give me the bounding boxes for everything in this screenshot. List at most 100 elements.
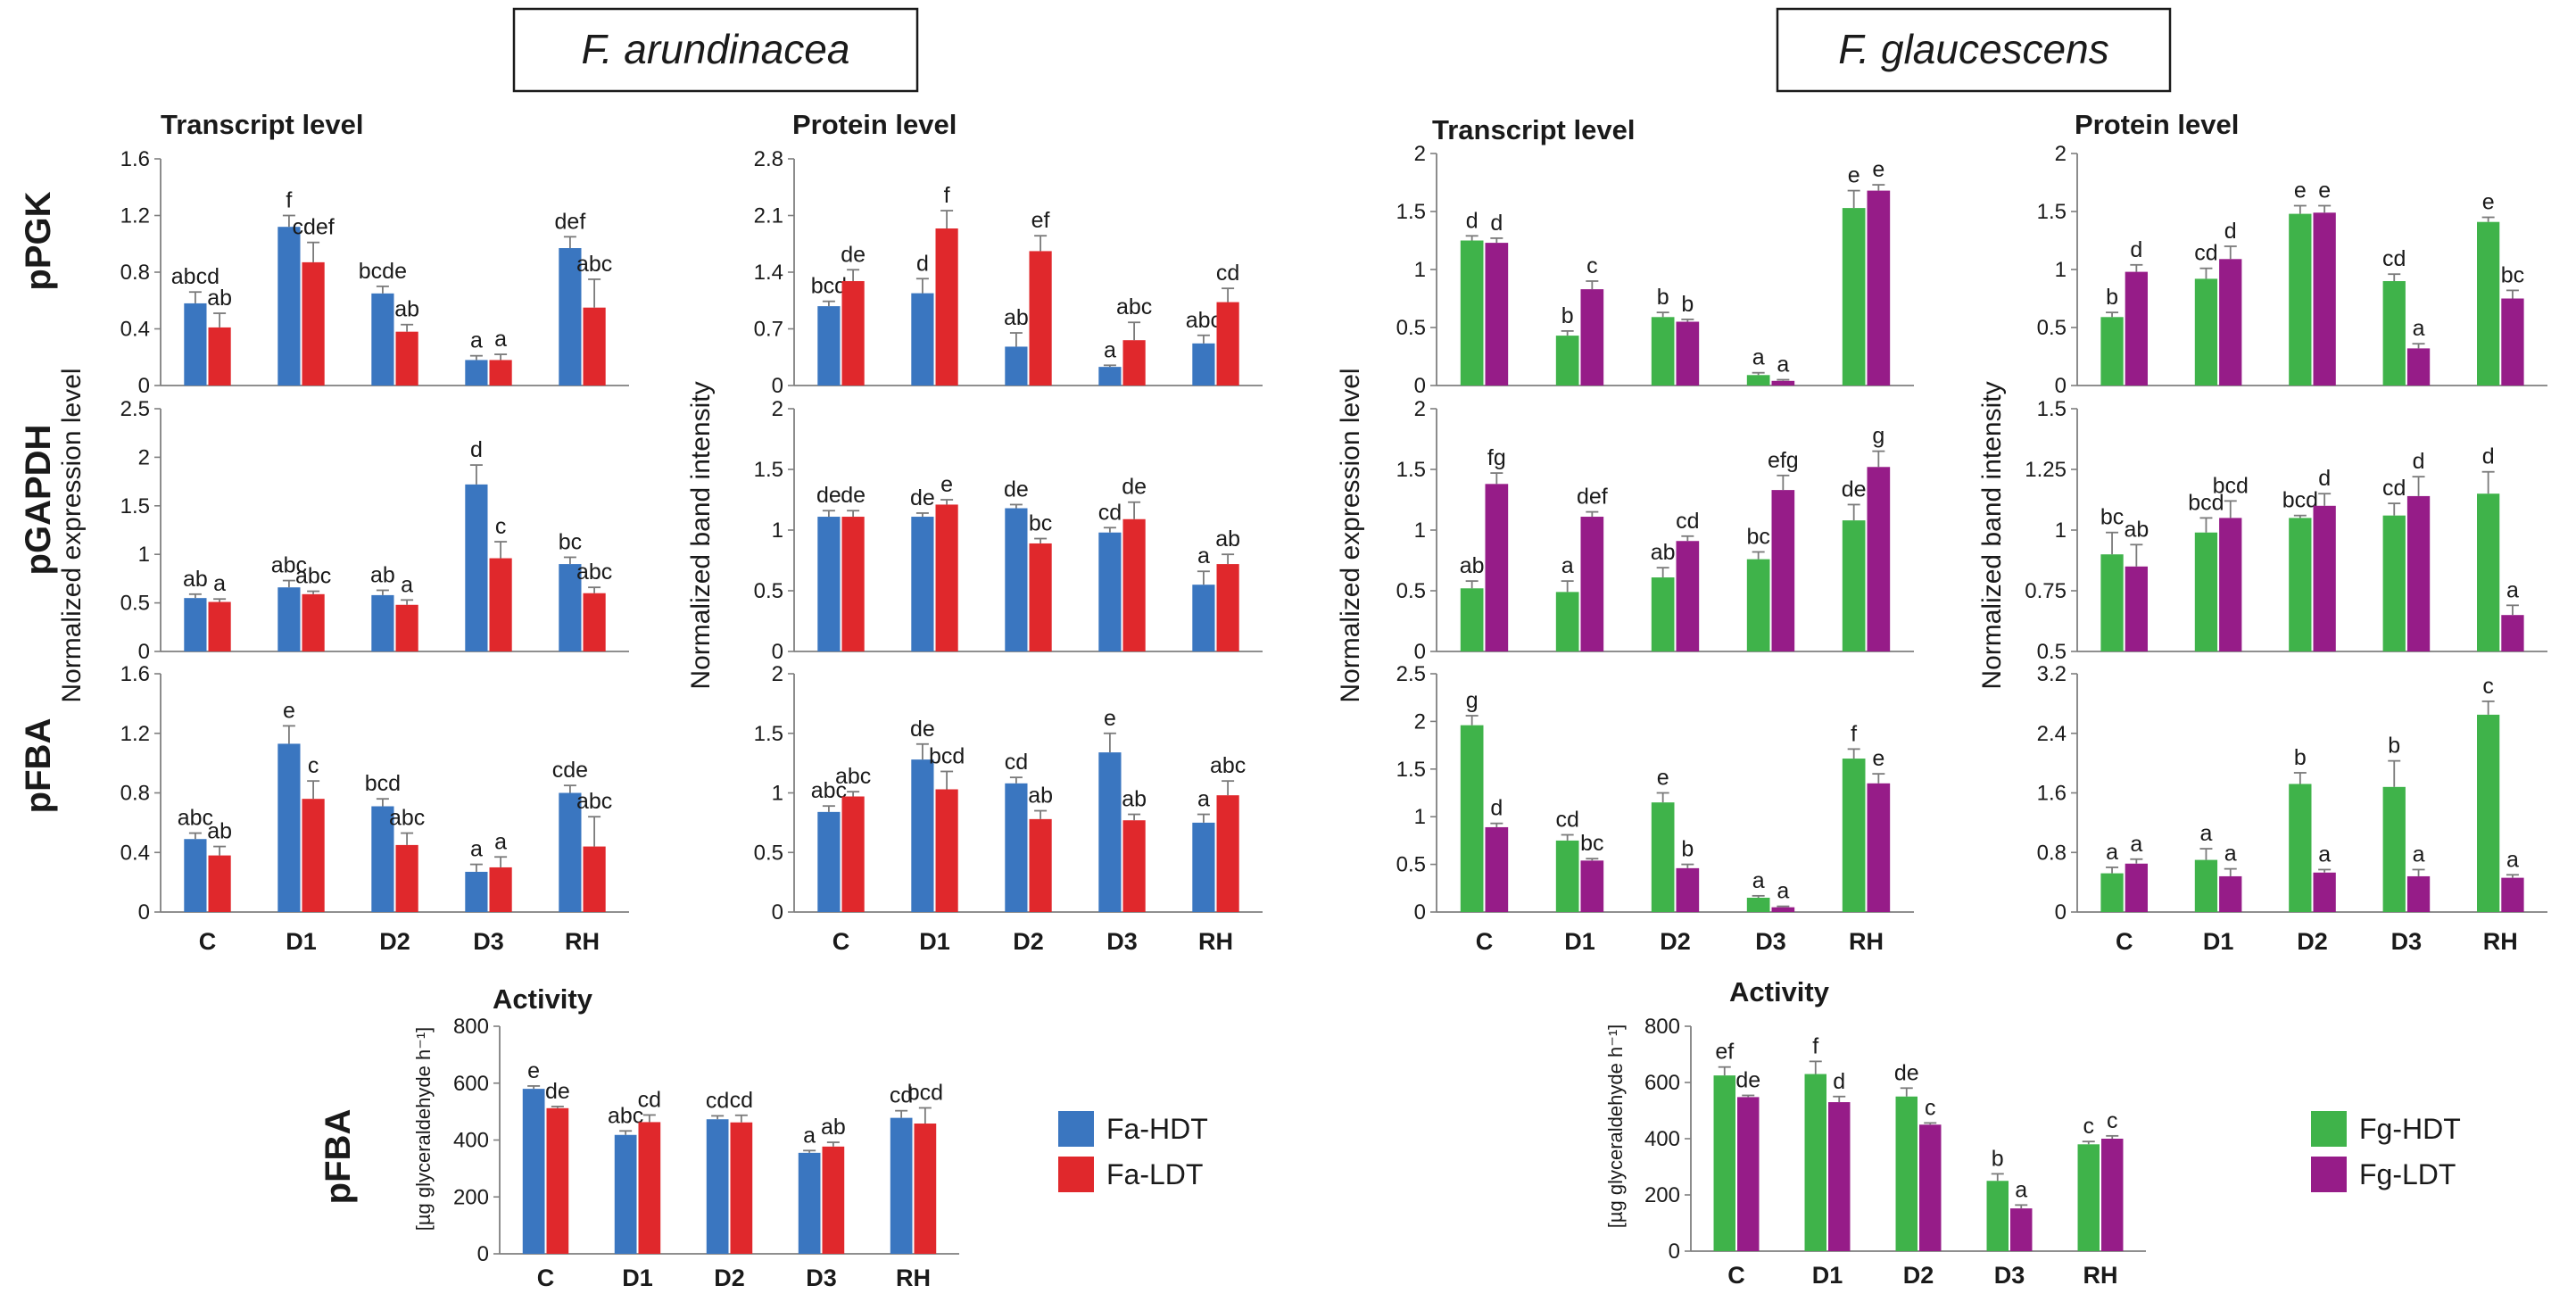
category-label: D1: [1564, 928, 1595, 955]
y-tick-label: 0.5: [2037, 640, 2067, 664]
significance-label: efg: [1768, 448, 1799, 473]
bar-fa-ldt-c: [208, 601, 231, 651]
significance-label: de: [841, 483, 866, 508]
significance-label: d: [1490, 796, 1503, 821]
y-tick-label: 1: [1414, 258, 1426, 282]
category-label: D2: [2297, 928, 2328, 955]
bar-fa-ldt-c: [208, 327, 231, 386]
significance-label: e: [940, 472, 953, 497]
y-tick-label: 1.5: [754, 722, 783, 746]
significance-label: a: [1752, 868, 1765, 893]
y-tick-label: 2.1: [754, 204, 783, 228]
bar-fg-ldt-c: [2125, 566, 2148, 651]
y-tick-label: 0: [138, 640, 150, 664]
significance-label: ab: [1460, 553, 1485, 578]
panel-title-fa-protein: Protein level: [792, 109, 957, 140]
significance-label: e: [2482, 190, 2495, 215]
bar-fg-ldt-d3: [1771, 907, 1795, 912]
bar-fg-ldt-rh: [2501, 877, 2524, 912]
significance-label: ab: [370, 562, 395, 587]
bar-fg-hdt-rh: [1842, 208, 1866, 386]
significance-label: a: [494, 327, 507, 352]
bar-fa-ldt-d2: [395, 844, 418, 912]
y-tick-label: 1.5: [754, 458, 783, 482]
bar-fg-hdt-c: [2100, 873, 2124, 912]
significance-label: bcd: [2188, 490, 2224, 515]
significance-label: a: [2224, 842, 2237, 867]
y-tick-label: 600: [453, 1072, 489, 1096]
bar-fg-ldt-rh: [1867, 190, 1891, 386]
significance-label: cd: [1216, 261, 1239, 286]
bar-fg-hdt-rh: [2477, 221, 2500, 386]
y-tick-label: 2: [772, 662, 783, 686]
significance-label: ab: [1215, 527, 1240, 551]
y-tick-label: 1.5: [1396, 758, 1426, 782]
y-tick-label: 0: [2055, 900, 2067, 925]
bar-fa-ldt-d3: [489, 360, 512, 386]
y-axis-label-fg-protein: Normalized band intensity: [1977, 381, 2007, 689]
significance-label: a: [1197, 543, 1210, 568]
bar-fg-hdt-c: [1460, 588, 1484, 651]
significance-label: ef: [1031, 208, 1050, 233]
bar-fg-ldt-d2: [1676, 321, 1700, 386]
category-label: RH: [1198, 928, 1233, 955]
category-label: D2: [1903, 1262, 1934, 1289]
significance-label: cd: [638, 1087, 661, 1112]
row-label-gapdh: pGAPDH: [19, 425, 58, 576]
significance-label: c: [1586, 253, 1598, 278]
significance-label: abc: [271, 553, 307, 578]
significance-label: a: [2130, 832, 2142, 857]
y-tick-label: 0: [772, 374, 783, 398]
y-axis-label-fg-activity: [µg glyceraldehyde h⁻¹]: [1604, 1024, 1627, 1229]
y-tick-label: 0: [2055, 374, 2067, 398]
significance-label: a: [1197, 787, 1210, 812]
bar-fg-ldt-c: [2125, 863, 2148, 912]
y-tick-label: 2: [1414, 142, 1426, 166]
significance-label: de: [1004, 477, 1029, 502]
bar-fa-ldt-d2: [395, 331, 418, 386]
y-tick-label: 1: [1414, 518, 1426, 543]
significance-label: d: [2413, 449, 2425, 474]
bar-fa-hdt-rh: [1192, 343, 1215, 386]
bar-fa-ldt-rh: [583, 846, 606, 912]
y-tick-label: 0: [138, 900, 150, 925]
significance-label: d: [470, 437, 483, 462]
y-tick-label: 1: [2055, 518, 2067, 543]
significance-label: ab: [207, 286, 232, 311]
significance-label: g: [1466, 688, 1479, 713]
y-axis-label-fa-transcript: Normalized expression level: [57, 368, 87, 702]
significance-label: a: [2506, 847, 2519, 872]
significance-label: a: [1752, 345, 1765, 370]
significance-label: e: [1872, 746, 1884, 771]
significance-label: bcd: [2213, 473, 2249, 498]
significance-label: de: [816, 483, 841, 508]
bar-fa-hdt-c: [184, 839, 207, 912]
y-tick-label: 1: [2055, 258, 2067, 282]
significance-label: b: [2388, 734, 2400, 759]
legend-swatch-fa-ldt: [1058, 1157, 1094, 1192]
bar-fa-ldt-d3: [1122, 340, 1146, 386]
y-tick-label: 0.5: [1396, 316, 1426, 340]
significance-label: ab: [821, 1115, 846, 1140]
significance-label: abc: [1210, 753, 1246, 778]
category-label: C: [832, 928, 850, 955]
category-label: D1: [622, 1265, 653, 1291]
significance-label: abc: [811, 778, 847, 803]
bar-fa-hdt-rh: [559, 564, 582, 651]
bar-fa-ldt-c: [841, 796, 865, 912]
bar-fg-hdt-d1: [1555, 840, 1579, 912]
significance-label: de: [545, 1079, 570, 1104]
bar-fa-hdt-d1: [911, 293, 934, 386]
bar-fg-ldt-d1: [2219, 875, 2242, 912]
bar-fg-ldt-c: [1485, 243, 1509, 386]
significance-label: ab: [183, 567, 208, 592]
category-label: D3: [806, 1265, 837, 1291]
significance-label: e: [527, 1058, 540, 1083]
